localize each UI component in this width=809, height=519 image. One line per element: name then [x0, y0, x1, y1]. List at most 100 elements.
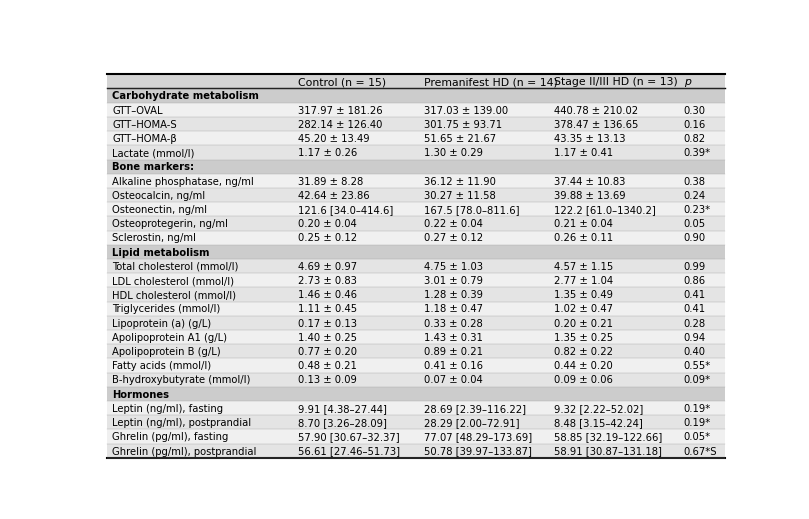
Bar [108, 387, 725, 401]
Text: Bone markers:: Bone markers: [112, 162, 194, 172]
Text: Total cholesterol (mmol/l): Total cholesterol (mmol/l) [112, 262, 239, 272]
Text: 122.2 [61.0–1340.2]: 122.2 [61.0–1340.2] [554, 205, 656, 215]
Bar [108, 103, 725, 117]
Text: 4.57 ± 1.15: 4.57 ± 1.15 [554, 262, 613, 272]
Bar [108, 401, 725, 415]
Text: 0.94: 0.94 [684, 333, 705, 343]
Text: Leptin (ng/ml), fasting: Leptin (ng/ml), fasting [112, 404, 223, 414]
Bar [108, 216, 725, 230]
Text: 440.78 ± 210.02: 440.78 ± 210.02 [554, 105, 638, 116]
Text: 0.20 ± 0.04: 0.20 ± 0.04 [298, 219, 357, 229]
Text: GTT–HOMA-S: GTT–HOMA-S [112, 120, 177, 130]
Bar [108, 316, 725, 330]
Text: 0.82: 0.82 [684, 134, 705, 144]
Text: Lipid metabolism: Lipid metabolism [112, 248, 210, 257]
Text: 167.5 [78.0–811.6]: 167.5 [78.0–811.6] [424, 205, 520, 215]
Text: 45.20 ± 13.49: 45.20 ± 13.49 [298, 134, 369, 144]
Text: 0.30: 0.30 [684, 105, 705, 116]
Text: 0.86: 0.86 [684, 276, 705, 286]
Text: 57.90 [30.67–32.37]: 57.90 [30.67–32.37] [298, 432, 400, 442]
Text: HDL cholesterol (mmol/l): HDL cholesterol (mmol/l) [112, 290, 236, 300]
Bar [108, 117, 725, 131]
Text: 301.75 ± 93.71: 301.75 ± 93.71 [424, 120, 502, 130]
Text: 58.85 [32.19–122.66]: 58.85 [32.19–122.66] [554, 432, 663, 442]
Text: Alkaline phosphatase, ng/ml: Alkaline phosphatase, ng/ml [112, 176, 254, 186]
Text: 0.41: 0.41 [684, 290, 705, 300]
Text: 0.38: 0.38 [684, 176, 705, 186]
Text: 0.99: 0.99 [684, 262, 706, 272]
Bar [108, 415, 725, 430]
Text: 1.11 ± 0.45: 1.11 ± 0.45 [298, 305, 357, 315]
Bar [108, 259, 725, 273]
Text: 2.73 ± 0.83: 2.73 ± 0.83 [298, 276, 357, 286]
Text: 1.28 ± 0.39: 1.28 ± 0.39 [424, 290, 483, 300]
Bar [108, 444, 725, 458]
Bar [108, 273, 725, 288]
Bar [108, 302, 725, 316]
Text: 4.69 ± 0.97: 4.69 ± 0.97 [298, 262, 357, 272]
Text: 0.89 ± 0.21: 0.89 ± 0.21 [424, 347, 483, 357]
Text: 0.09 ± 0.06: 0.09 ± 0.06 [554, 375, 613, 386]
Text: 0.24: 0.24 [684, 191, 705, 201]
Text: GTT–HOMA-β: GTT–HOMA-β [112, 134, 177, 144]
Text: Ghrelin (pg/ml), fasting: Ghrelin (pg/ml), fasting [112, 432, 229, 442]
Text: Fatty acids (mmol/l): Fatty acids (mmol/l) [112, 361, 211, 371]
Text: B-hydroxybutyrate (mmol/l): B-hydroxybutyrate (mmol/l) [112, 375, 251, 386]
Text: 28.29 [2.00–72.91]: 28.29 [2.00–72.91] [424, 418, 520, 428]
Text: 1.17 ± 0.26: 1.17 ± 0.26 [298, 148, 357, 158]
Text: 0.23*: 0.23* [684, 205, 711, 215]
Bar [108, 344, 725, 359]
Text: 0.16: 0.16 [684, 120, 706, 130]
Text: 30.27 ± 11.58: 30.27 ± 11.58 [424, 191, 496, 201]
Bar [108, 245, 725, 259]
Bar [108, 202, 725, 216]
Text: Hormones: Hormones [112, 390, 169, 400]
Text: 42.64 ± 23.86: 42.64 ± 23.86 [298, 191, 369, 201]
Text: 1.30 ± 0.29: 1.30 ± 0.29 [424, 148, 483, 158]
Text: 1.02 ± 0.47: 1.02 ± 0.47 [554, 305, 613, 315]
Text: 1.46 ± 0.46: 1.46 ± 0.46 [298, 290, 357, 300]
Text: Premanifest HD (n = 14): Premanifest HD (n = 14) [424, 77, 558, 87]
Text: 317.97 ± 181.26: 317.97 ± 181.26 [298, 105, 383, 116]
Bar [108, 131, 725, 145]
Bar [108, 174, 725, 188]
Text: 378.47 ± 136.65: 378.47 ± 136.65 [554, 120, 638, 130]
Text: 8.48 [3.15–42.24]: 8.48 [3.15–42.24] [554, 418, 642, 428]
Text: Sclerostin, ng/ml: Sclerostin, ng/ml [112, 234, 197, 243]
Text: 3.01 ± 0.79: 3.01 ± 0.79 [424, 276, 483, 286]
Bar [108, 230, 725, 245]
Text: 77.07 [48.29–173.69]: 77.07 [48.29–173.69] [424, 432, 532, 442]
Text: 0.67*S: 0.67*S [684, 446, 717, 457]
Text: 0.44 ± 0.20: 0.44 ± 0.20 [554, 361, 612, 371]
Text: 0.22 ± 0.04: 0.22 ± 0.04 [424, 219, 483, 229]
Text: 0.27 ± 0.12: 0.27 ± 0.12 [424, 234, 484, 243]
Text: 58.91 [30.87–131.18]: 58.91 [30.87–131.18] [554, 446, 662, 457]
Text: 1.35 ± 0.25: 1.35 ± 0.25 [554, 333, 613, 343]
Text: 0.33 ± 0.28: 0.33 ± 0.28 [424, 319, 483, 329]
Text: 0.40: 0.40 [684, 347, 705, 357]
Text: 9.32 [2.22–52.02]: 9.32 [2.22–52.02] [554, 404, 643, 414]
Text: 1.17 ± 0.41: 1.17 ± 0.41 [554, 148, 613, 158]
Text: 1.35 ± 0.49: 1.35 ± 0.49 [554, 290, 613, 300]
Text: Stage II/III HD (n = 13): Stage II/III HD (n = 13) [554, 77, 678, 87]
Text: 56.61 [27.46–51.73]: 56.61 [27.46–51.73] [298, 446, 400, 457]
Text: 8.70 [3.26–28.09]: 8.70 [3.26–28.09] [298, 418, 387, 428]
Text: 0.09*: 0.09* [684, 375, 711, 386]
Text: 0.20 ± 0.21: 0.20 ± 0.21 [554, 319, 613, 329]
Text: GTT–OVAL: GTT–OVAL [112, 105, 163, 116]
Text: 31.89 ± 8.28: 31.89 ± 8.28 [298, 176, 363, 186]
Bar [108, 145, 725, 159]
Text: 0.90: 0.90 [684, 234, 705, 243]
Text: Osteonectin, ng/ml: Osteonectin, ng/ml [112, 205, 207, 215]
Text: 1.43 ± 0.31: 1.43 ± 0.31 [424, 333, 483, 343]
Text: Triglycerides (mmol/l): Triglycerides (mmol/l) [112, 305, 221, 315]
Text: Osteocalcin, ng/ml: Osteocalcin, ng/ml [112, 191, 205, 201]
Text: Lactate (mmol/l): Lactate (mmol/l) [112, 148, 195, 158]
Text: 28.69 [2.39–116.22]: 28.69 [2.39–116.22] [424, 404, 527, 414]
Text: 0.82 ± 0.22: 0.82 ± 0.22 [554, 347, 613, 357]
Text: 0.05*: 0.05* [684, 432, 711, 442]
Text: 50.78 [39.97–133.87]: 50.78 [39.97–133.87] [424, 446, 532, 457]
Text: 0.07 ± 0.04: 0.07 ± 0.04 [424, 375, 483, 386]
Text: 9.91 [4.38–27.44]: 9.91 [4.38–27.44] [298, 404, 387, 414]
Text: p: p [684, 77, 691, 87]
